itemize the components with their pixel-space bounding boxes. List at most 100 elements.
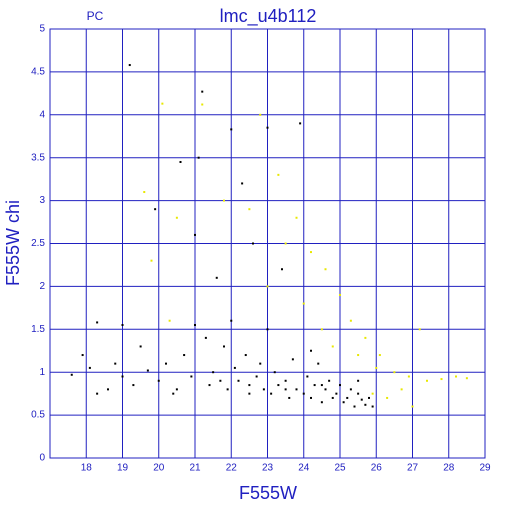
point <box>291 358 294 361</box>
point <box>349 388 352 391</box>
x-tick-label: 28 <box>443 463 455 474</box>
point <box>277 173 280 176</box>
y-tick-label: 4.5 <box>31 67 45 78</box>
point <box>393 371 396 374</box>
point <box>371 392 374 395</box>
point <box>146 369 149 372</box>
point <box>295 388 298 391</box>
y-axis-label: F555W chi <box>3 200 23 286</box>
y-tick-label: 1 <box>39 367 45 378</box>
point <box>81 354 84 357</box>
point <box>143 191 146 194</box>
point <box>277 384 280 387</box>
point <box>331 396 334 399</box>
point <box>310 349 312 352</box>
y-tick-label: 0.5 <box>31 410 45 421</box>
point <box>96 321 99 324</box>
x-tick-label: 27 <box>407 463 419 474</box>
point <box>262 388 265 391</box>
point <box>237 379 240 382</box>
point <box>426 379 428 382</box>
point <box>266 126 269 129</box>
point <box>320 328 323 331</box>
point <box>284 388 287 391</box>
point <box>364 336 367 339</box>
x-axis-label: F555W <box>239 483 297 503</box>
point <box>320 384 323 387</box>
point <box>368 396 370 399</box>
y-tick-label: 2 <box>39 281 45 292</box>
point <box>328 379 331 382</box>
point <box>226 388 229 391</box>
point <box>154 208 157 211</box>
point <box>223 345 225 348</box>
point <box>223 199 225 202</box>
x-tick-label: 25 <box>334 463 346 474</box>
point <box>346 396 349 399</box>
y-tick-label: 3.5 <box>31 152 45 163</box>
point <box>407 375 410 378</box>
y-tick-label: 5 <box>39 24 45 35</box>
point <box>284 242 287 245</box>
y-tick-label: 4 <box>39 109 45 120</box>
point <box>364 403 367 406</box>
point <box>349 319 352 322</box>
y-tick-label: 2.5 <box>31 238 45 249</box>
point <box>324 388 327 391</box>
point <box>270 392 273 395</box>
point <box>313 384 316 387</box>
point <box>418 328 421 331</box>
x-tick-label: 29 <box>479 463 491 474</box>
point <box>320 401 323 404</box>
x-tick-label: 20 <box>153 463 165 474</box>
point <box>357 354 360 357</box>
point <box>204 336 207 339</box>
point <box>357 392 360 395</box>
x-tick-label: 18 <box>81 463 93 474</box>
point <box>244 354 247 357</box>
x-tick-label: 21 <box>189 463 201 474</box>
point <box>70 373 73 376</box>
point <box>248 208 251 211</box>
point <box>194 324 196 327</box>
point <box>114 362 117 365</box>
point <box>96 392 99 395</box>
point <box>339 384 341 387</box>
point <box>455 375 457 378</box>
x-tick-label: 23 <box>262 463 274 474</box>
point <box>157 379 160 382</box>
x-tick-label: 19 <box>117 463 129 474</box>
point <box>273 371 276 374</box>
chart-title: lmc_u4b112 <box>220 6 317 27</box>
point <box>331 345 334 348</box>
point <box>360 398 363 401</box>
point <box>230 319 233 322</box>
point <box>248 384 251 387</box>
point <box>121 375 124 378</box>
point <box>266 328 269 331</box>
x-tick-label: 22 <box>226 463 238 474</box>
point <box>371 405 374 408</box>
point <box>194 233 196 236</box>
point <box>252 242 254 245</box>
point <box>201 103 204 106</box>
point <box>208 384 211 387</box>
x-tick-label: 26 <box>371 463 383 474</box>
point <box>342 401 345 404</box>
point <box>179 160 182 163</box>
point <box>255 375 258 378</box>
point <box>241 182 244 185</box>
point <box>197 156 200 159</box>
point <box>310 251 312 254</box>
point <box>168 319 171 322</box>
point <box>233 366 236 369</box>
point <box>139 345 142 348</box>
y-tick-label: 1.5 <box>31 324 45 335</box>
point <box>132 384 135 387</box>
point <box>183 354 186 357</box>
point <box>266 285 269 288</box>
point <box>357 379 360 382</box>
point <box>175 216 178 219</box>
point <box>219 379 222 382</box>
